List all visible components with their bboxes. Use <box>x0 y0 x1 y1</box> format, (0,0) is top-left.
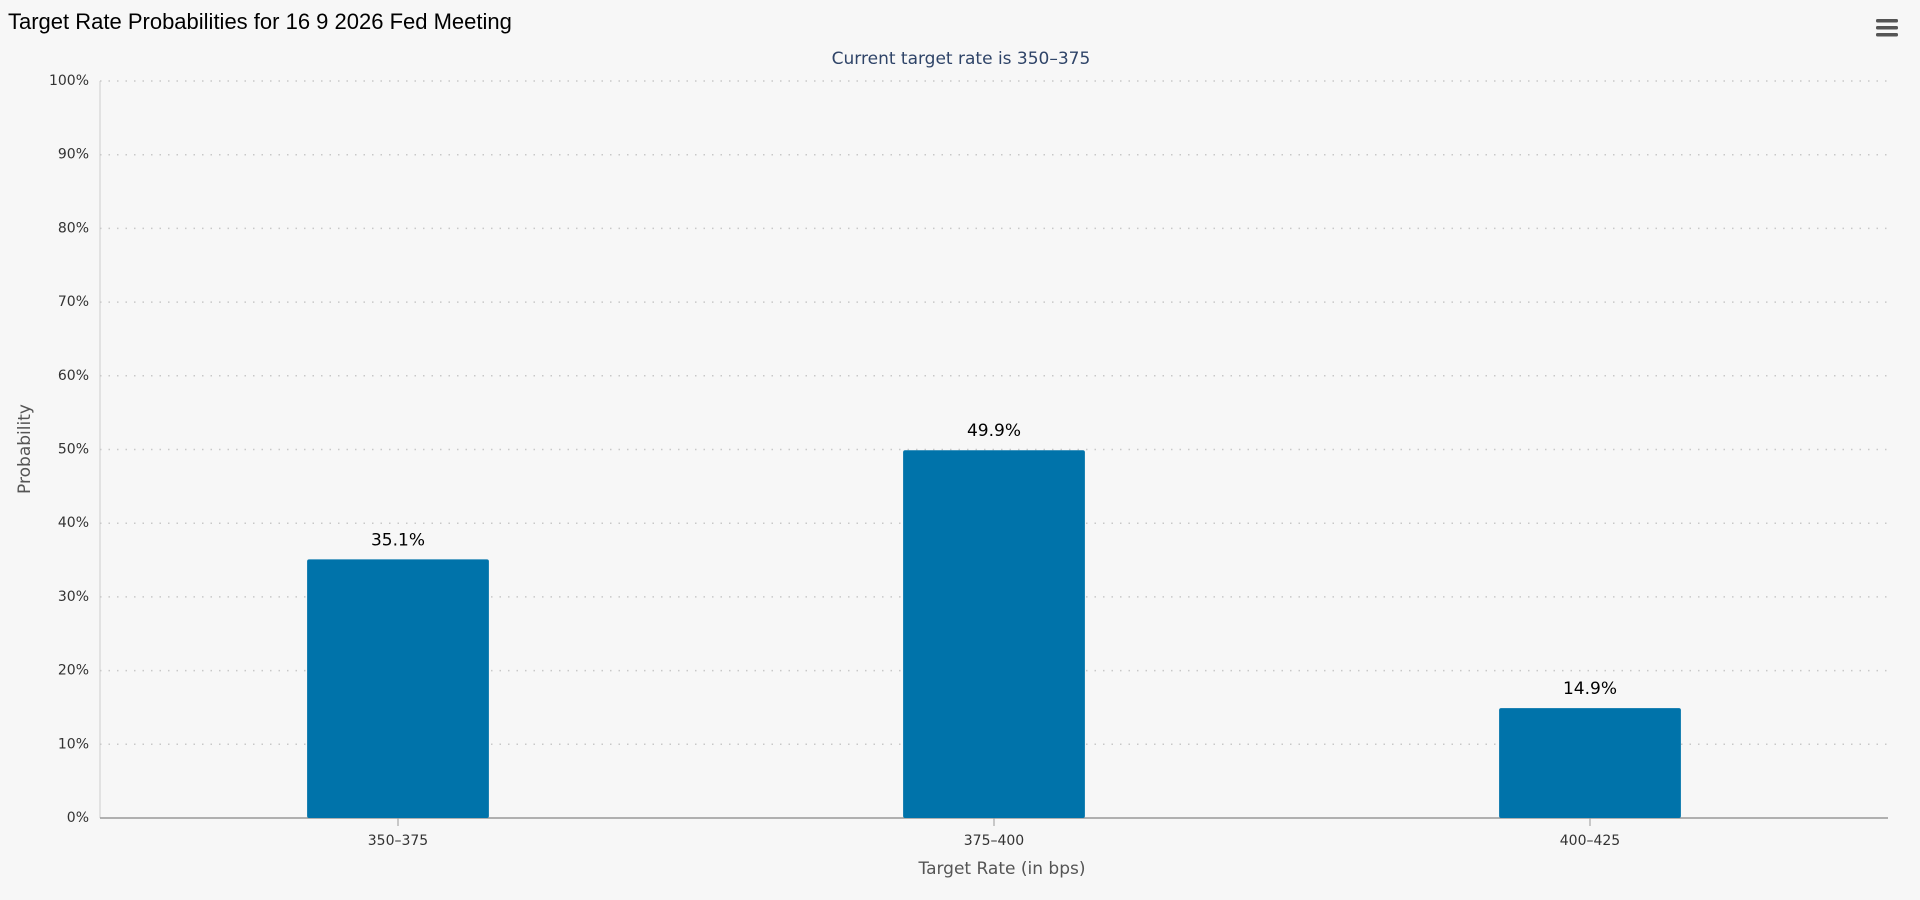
chart-title: Target Rate Probabilities for 16 9 2026 … <box>8 9 512 34</box>
y-tick-label: 40% <box>58 515 89 531</box>
menu-button[interactable] <box>1876 19 1898 37</box>
bar <box>307 559 489 818</box>
x-axis-label: Target Rate (in bps) <box>918 859 1086 879</box>
y-tick-label: 20% <box>58 663 89 679</box>
data-label: 49.9% <box>967 421 1021 441</box>
bar <box>903 450 1085 818</box>
data-label: 35.1% <box>371 530 425 550</box>
y-tick-label: 30% <box>58 589 89 605</box>
menu-bar <box>1876 33 1898 37</box>
y-axis-label: Probability <box>15 404 35 494</box>
y-tick-label: 50% <box>58 442 89 458</box>
x-tick-label: 400–425 <box>1560 833 1620 849</box>
y-tick-label: 100% <box>49 73 89 89</box>
chart-subtitle: Current target rate is 350–375 <box>832 49 1091 69</box>
menu-bar <box>1876 19 1898 23</box>
y-tick-label: 70% <box>58 294 89 310</box>
y-tick-label: 60% <box>58 368 89 384</box>
y-tick-label: 10% <box>58 736 89 752</box>
data-label: 14.9% <box>1563 679 1617 699</box>
y-tick-label: 0% <box>67 810 89 826</box>
y-tick-label: 90% <box>58 147 89 163</box>
menu-bar <box>1876 26 1898 30</box>
x-tick-label: 375–400 <box>964 833 1024 849</box>
y-tick-label: 80% <box>58 220 89 236</box>
bar <box>1499 708 1681 818</box>
x-tick-label: 350–375 <box>368 833 428 849</box>
